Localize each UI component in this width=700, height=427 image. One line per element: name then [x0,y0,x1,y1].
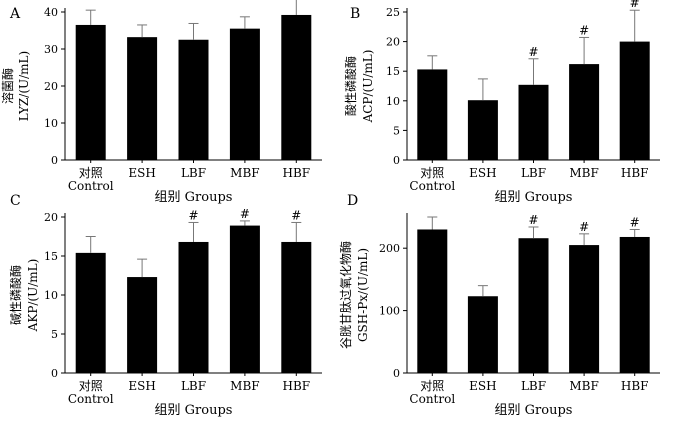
significance-mark: # [630,215,640,229]
x-tick-label: LBF [521,166,546,180]
significance-mark: # [240,207,250,221]
x-tick-label: Control [409,392,455,406]
x-tick-label: ESH [128,379,155,393]
y-tick-label: 15 [386,65,400,78]
y-axis-label-line-1: 谷胱甘肽过氧化物酶 [338,241,353,349]
y-tick-label: 10 [44,289,58,302]
significance-mark: # [579,220,589,234]
x-tick-label: HBF [282,379,310,393]
significance-mark: # [630,0,640,10]
y-tick-label: 5 [51,328,58,341]
y-tick-label: 20 [44,211,58,224]
y-axis-label-line-1: 溶菌酶 [0,68,15,104]
y-tick-label: 10 [44,117,58,130]
bar [229,28,260,161]
x-axis-label: 组别 Groups [155,403,233,418]
y-tick-label: 30 [44,43,58,56]
x-tick-label: HBF [621,166,649,180]
bar [75,24,106,161]
bar [569,245,600,373]
x-tick-label: MBF [230,166,259,180]
x-axis-label: 组别 Groups [495,190,573,205]
y-tick-label: 40 [44,6,58,19]
bar [619,41,650,160]
x-tick-label: MBF [569,166,598,180]
y-tick-label: 10 [386,95,400,108]
bar [127,37,158,160]
significance-mark: # [188,208,198,222]
x-tick-label: MBF [569,379,598,393]
bar [127,277,158,373]
y-tick-label: 20 [44,80,58,93]
x-tick-label: LBF [181,166,206,180]
bar [178,241,209,373]
y-axis-label-line-2: GSH-Px/(U/mL) [356,248,370,342]
y-axis-label-line-2: ACP/(U/mL) [361,50,375,124]
panel-label: C [10,193,21,209]
x-axis-label: 组别 Groups [155,190,233,205]
x-tick-label: 对照 [79,379,103,393]
x-tick-label: Control [409,179,455,193]
bar [417,69,448,160]
x-tick-label: LBF [521,379,546,393]
x-tick-label: MBF [230,379,259,393]
y-tick-label: 0 [393,367,400,380]
significance-mark: # [291,208,301,222]
x-axis-label: 组别 Groups [495,403,573,418]
x-tick-label: ESH [469,379,496,393]
y-axis-label-line-1: 酸性磷酸酶 [343,56,358,116]
y-tick-label: 20 [386,36,400,49]
x-tick-label: 对照 [79,166,103,180]
y-tick-label: 0 [393,154,400,167]
bar [518,238,549,373]
y-tick-label: 200 [379,242,400,255]
x-tick-label: LBF [181,379,206,393]
bar [569,64,600,160]
panel-label: A [9,6,21,22]
y-tick-label: 15 [44,250,58,263]
y-tick-label: 100 [379,305,400,318]
x-tick-label: 对照 [420,379,444,393]
significance-mark: # [528,213,538,227]
x-tick-label: Control [68,179,114,193]
x-tick-label: ESH [469,166,496,180]
x-tick-label: HBF [282,166,310,180]
y-axis-label-line-2: AKP/(U/mL) [26,259,40,333]
bar [467,296,498,373]
y-tick-label: 5 [393,124,400,137]
bar [281,241,312,373]
bar [178,39,209,160]
y-tick-label: 25 [386,6,400,19]
bar [281,14,312,160]
x-tick-label: ESH [128,166,155,180]
x-tick-label: 对照 [420,166,444,180]
y-tick-label: 0 [51,367,58,380]
y-tick-label: 0 [51,154,58,167]
y-axis-label-line-1: 碱性磷酸酶 [8,265,23,325]
panel-label: B [350,6,360,22]
bar [518,84,549,160]
bar [619,236,650,373]
significance-mark: # [528,45,538,59]
x-tick-label: HBF [621,379,649,393]
x-tick-label: Control [68,392,114,406]
bar [229,225,260,373]
bar [467,100,498,160]
significance-mark: # [579,23,589,37]
bar [75,252,106,373]
y-axis-label-line-2: LYZ/(U/mL) [17,51,31,121]
panel-label: D [347,193,358,209]
bar [417,229,448,373]
